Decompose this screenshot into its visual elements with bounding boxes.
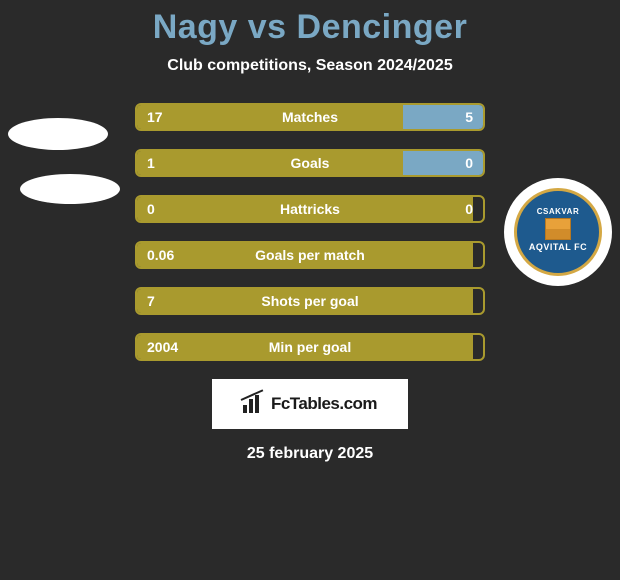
stat-row: 10Goals bbox=[135, 149, 485, 177]
stat-row: 175Matches bbox=[135, 103, 485, 131]
stat-left-value: 7 bbox=[137, 289, 473, 313]
stat-left-value: 17 bbox=[137, 105, 403, 129]
stat-left-value: 0.06 bbox=[137, 243, 473, 267]
subtitle: Club competitions, Season 2024/2025 bbox=[0, 57, 620, 75]
stat-left-value: 1 bbox=[137, 151, 403, 175]
stat-row: 00Hattricks bbox=[135, 195, 485, 223]
stat-row: 0.06Goals per match bbox=[135, 241, 485, 269]
date-label: 25 february 2025 bbox=[0, 445, 620, 463]
stat-right-value bbox=[473, 335, 483, 359]
stat-row: 2004Min per goal bbox=[135, 333, 485, 361]
page-title: Nagy vs Dencinger bbox=[0, 0, 620, 47]
fctables-icon bbox=[243, 395, 265, 413]
stat-row: 7Shots per goal bbox=[135, 287, 485, 315]
fctables-watermark: FcTables.com bbox=[212, 379, 408, 429]
stat-right-value bbox=[473, 289, 483, 313]
stat-left-value: 0 bbox=[137, 197, 473, 221]
fctables-label: FcTables.com bbox=[271, 394, 377, 414]
stat-right-value: 0 bbox=[403, 151, 483, 175]
stat-right-value bbox=[473, 243, 483, 267]
stats-container: 175Matches 10Goals 00Hattricks 0.06Goals pe… bbox=[0, 103, 620, 361]
stat-left-value: 2004 bbox=[137, 335, 473, 359]
stat-right-value: 0 bbox=[473, 197, 483, 221]
stat-right-value: 5 bbox=[403, 105, 483, 129]
